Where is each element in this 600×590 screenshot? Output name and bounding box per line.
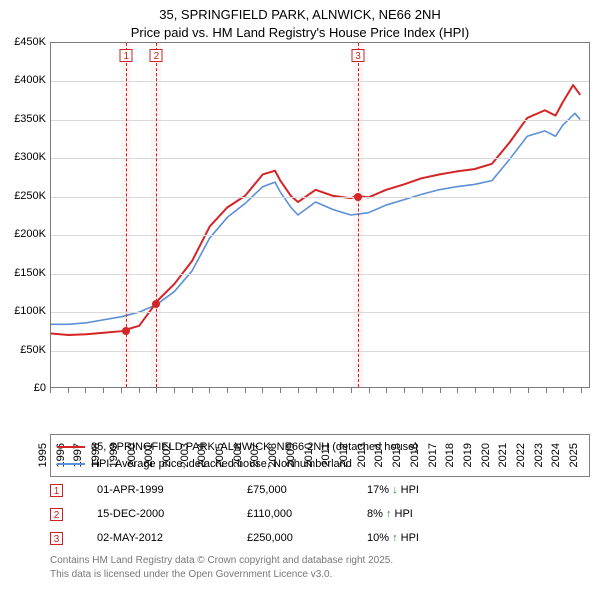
sale-price: £110,000 [247,508,367,520]
sale-pct: 17% ↓ HPI [367,484,507,496]
x-tick [103,388,104,393]
y-tick-label: £300K [0,151,46,163]
sale-index-box: 2 [50,508,63,521]
legend: 35, SPRINGFIELD PARK, ALNWICK, NE66 2NH … [50,434,590,477]
sales-table: 1 01-APR-1999£75,00017% ↓ HPI 2 15-DEC-2000… [50,478,590,550]
footer-attribution: Contains HM Land Registry data © Crown c… [50,554,393,581]
legend-row: 35, SPRINGFIELD PARK, ALNWICK, NE66 2NH … [57,439,583,456]
footer-line-1: Contains HM Land Registry data © Crown c… [50,554,393,568]
x-tick [174,388,175,393]
x-tick [298,388,299,393]
sale-row: 3 02-MAY-2012£250,00010% ↑ HPI [50,526,590,550]
y-tick-label: £350K [0,113,46,125]
x-tick [493,388,494,393]
x-tick [227,388,228,393]
y-tick-label: £400K [0,74,46,86]
x-tick [546,388,547,393]
x-tick [85,388,86,393]
sale-price: £75,000 [247,484,367,496]
title-line-1: 35, SPRINGFIELD PARK, ALNWICK, NE66 2NH [0,6,600,24]
x-tick [139,388,140,393]
sale-date: 01-APR-1999 [97,484,247,496]
x-tick [581,388,582,393]
x-tick [262,388,263,393]
x-tick [386,388,387,393]
chart-container: £0 £50K £100K £150K £200K £250K £300K £350K £400… [0,42,600,430]
x-tick [475,388,476,393]
y-axis-labels: £0£50K£100K£150K£200K£250K£300K£350K£400… [0,42,50,388]
y-tick-label: £50K [0,344,46,356]
x-tick [457,388,458,393]
x-tick [209,388,210,393]
x-tick [528,388,529,393]
sale-index-box: 1 [50,484,63,497]
x-tick [280,388,281,393]
y-tick-label: £0 [0,382,46,394]
sale-index-box: 3 [50,532,63,545]
y-tick-label: £150K [0,267,46,279]
x-tick [351,388,352,393]
legend-label: 35, SPRINGFIELD PARK, ALNWICK, NE66 2NH … [91,439,418,456]
y-tick-label: £100K [0,305,46,317]
sale-date: 02-MAY-2012 [97,532,247,544]
x-tick [510,388,511,393]
sale-price: £250,000 [247,532,367,544]
x-tick [333,388,334,393]
sale-row: 1 01-APR-1999£75,00017% ↓ HPI [50,478,590,502]
x-tick [68,388,69,393]
legend-swatch [57,446,85,448]
legend-label: HPI: Average price, detached house, Nort… [91,456,352,473]
x-tick [563,388,564,393]
legend-row: HPI: Average price, detached house, Nort… [57,456,583,473]
legend-swatch [57,463,85,465]
y-tick-label: £200K [0,228,46,240]
title-line-2: Price paid vs. HM Land Registry's House … [0,24,600,42]
x-tick [369,388,370,393]
x-tick [440,388,441,393]
sale-pct: 10% ↑ HPI [367,532,507,544]
sale-pct: 8% ↑ HPI [367,508,507,520]
x-tick [316,388,317,393]
y-tick-label: £250K [0,190,46,202]
x-tick [245,388,246,393]
x-tick [121,388,122,393]
sale-date: 15-DEC-2000 [97,508,247,520]
sale-row: 2 15-DEC-2000£110,0008% ↑ HPI [50,502,590,526]
footer-line-2: This data is licensed under the Open Gov… [50,568,393,582]
chart-title: 35, SPRINGFIELD PARK, ALNWICK, NE66 2NH … [0,0,600,41]
x-tick [192,388,193,393]
x-tick [404,388,405,393]
x-tick [156,388,157,393]
x-tick [50,388,51,393]
x-axis-labels: 1995199619971998199920002001200220032004… [50,42,590,430]
y-tick-label: £450K [0,36,46,48]
x-tick [422,388,423,393]
